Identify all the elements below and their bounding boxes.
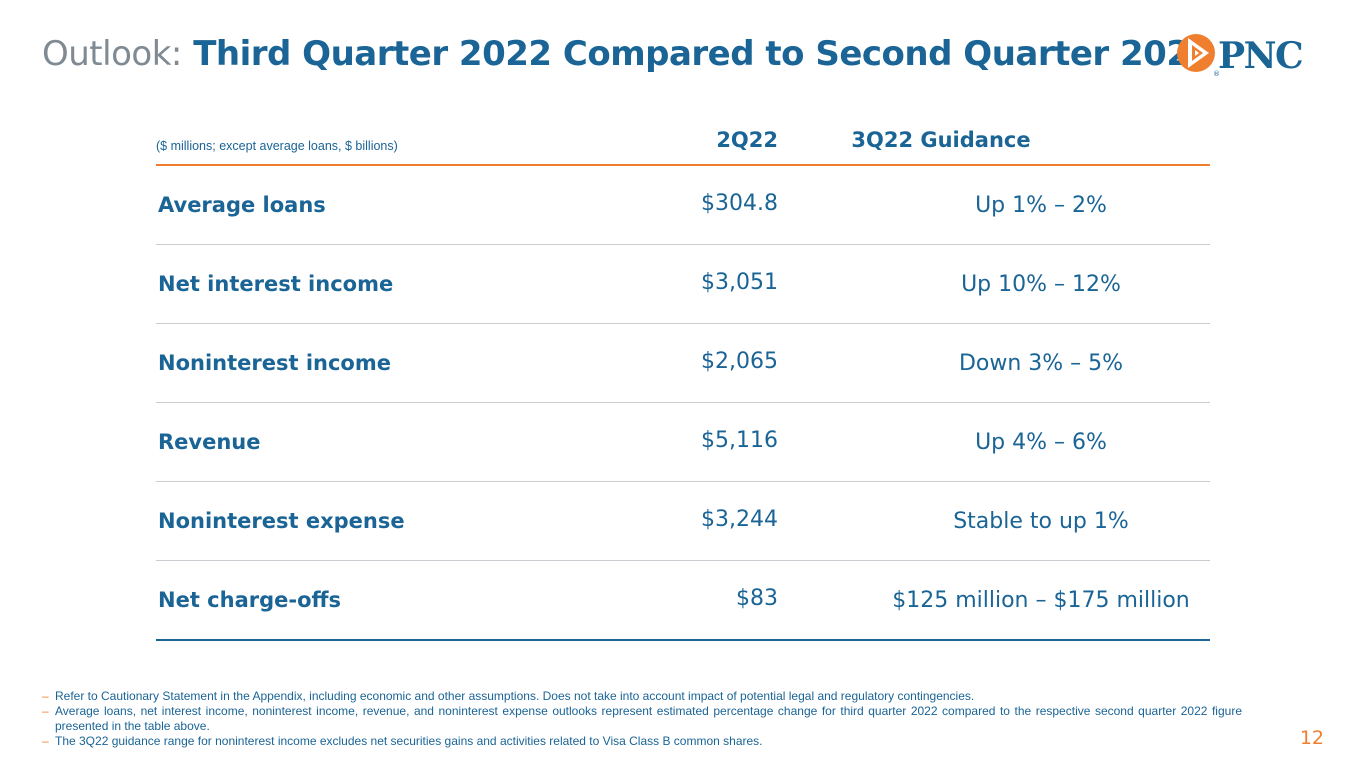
pnc-mark-icon xyxy=(1177,34,1215,72)
row-2q22-value: $83 xyxy=(736,586,778,611)
row-3q22-guidance: Stable to up 1% xyxy=(953,509,1129,534)
column-header-2q22: 2Q22 xyxy=(716,128,778,152)
pnc-wordmark: PNC xyxy=(1218,35,1302,77)
table-row: Noninterest expense $3,244 Stable to up … xyxy=(156,482,1210,561)
row-2q22-value: $3,244 xyxy=(701,507,778,532)
row-3q22-guidance: Down 3% – 5% xyxy=(958,351,1124,376)
units-note: ($ millions; except average loans, $ bil… xyxy=(156,139,398,153)
row-2q22-value: $304.8 xyxy=(701,191,778,216)
footnote: The 3Q22 guidance range for noninterest … xyxy=(42,734,1242,749)
row-label: Net interest income xyxy=(158,272,394,296)
column-header-3q22-guidance: 3Q22 Guidance xyxy=(851,128,1031,152)
title-prefix: Outlook: xyxy=(42,34,182,74)
table-row: Revenue $5,116 Up 4% – 6% xyxy=(156,403,1210,482)
pnc-registered-mark: ® xyxy=(1213,70,1220,78)
table-row: Average loans $304.8 Up 1% – 2% xyxy=(156,166,1210,245)
row-2q22-value: $5,116 xyxy=(701,428,778,453)
footnote: Refer to Cautionary Statement in the App… xyxy=(42,689,1242,704)
footnotes: Refer to Cautionary Statement in the App… xyxy=(42,689,1242,749)
table-row: Net interest income $3,051 Up 10% – 12% xyxy=(156,245,1210,324)
page-title: Outlook: Third Quarter 2022 Compared to … xyxy=(42,32,1213,76)
table-header: ($ millions; except average loans, $ bil… xyxy=(156,118,1210,166)
page-number: 12 xyxy=(1299,727,1324,749)
row-2q22-value: $2,065 xyxy=(701,349,778,374)
table-row: Net charge-offs $83 $125 million – $175 … xyxy=(156,561,1210,641)
row-label: Revenue xyxy=(158,430,261,454)
row-label: Noninterest income xyxy=(158,351,391,375)
outlook-table: ($ millions; except average loans, $ bil… xyxy=(156,118,1210,641)
pnc-logo: PNC ® xyxy=(1177,34,1304,78)
row-label: Average loans xyxy=(158,193,326,217)
row-3q22-guidance: Up 4% – 6% xyxy=(975,430,1107,455)
table-row: Noninterest income $2,065 Down 3% – 5% xyxy=(156,324,1210,403)
row-label: Net charge-offs xyxy=(158,588,342,612)
row-label: Noninterest expense xyxy=(158,509,405,533)
row-3q22-guidance: Up 1% – 2% xyxy=(975,193,1107,218)
row-3q22-guidance: $125 million – $175 million xyxy=(892,588,1190,613)
footnote: Average loans, net interest income, noni… xyxy=(42,704,1242,734)
row-2q22-value: $3,051 xyxy=(701,270,778,295)
row-3q22-guidance: Up 10% – 12% xyxy=(961,272,1121,297)
title-main: Third Quarter 2022 Compared to Second Qu… xyxy=(193,34,1213,74)
